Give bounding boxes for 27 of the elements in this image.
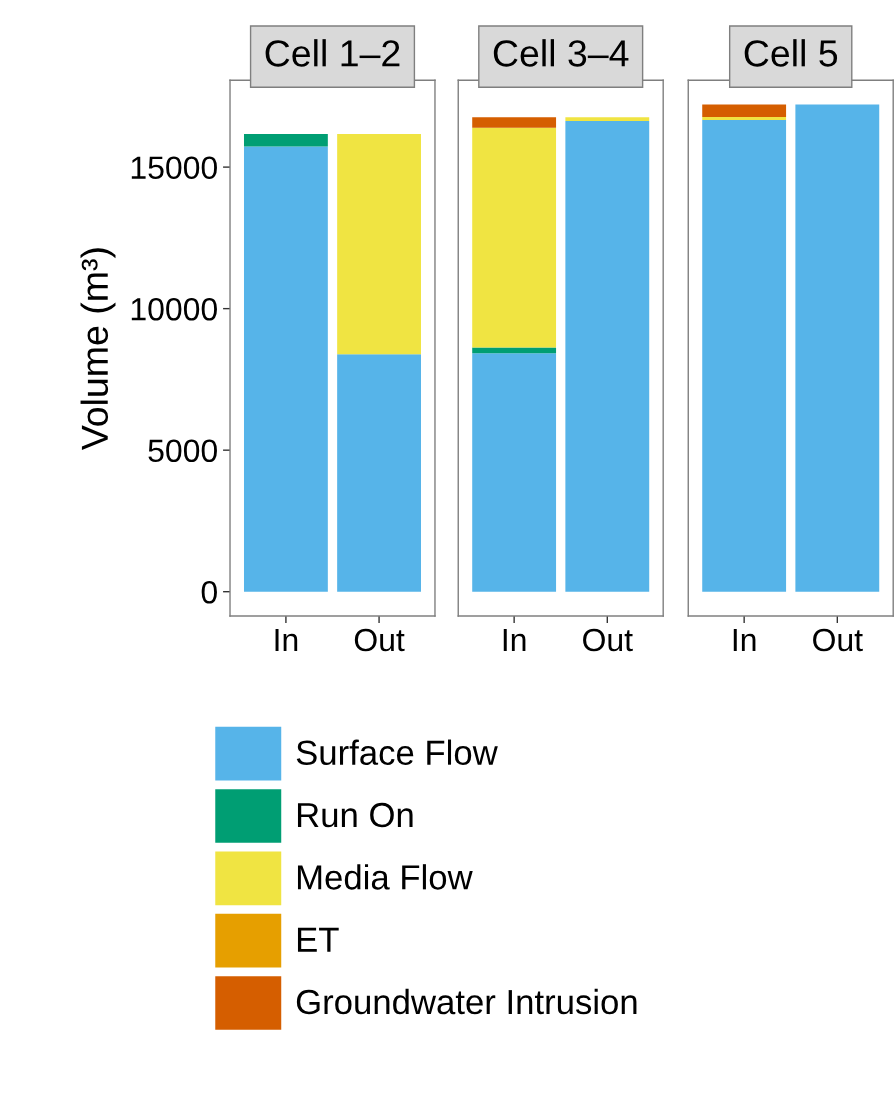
bar <box>337 133 421 355</box>
bar <box>472 117 557 128</box>
y-tick-label: 10000 <box>131 297 217 321</box>
legend-label: ET <box>297 927 339 952</box>
x-tick-label: Out <box>813 628 863 652</box>
x-tick-label: In <box>503 629 526 651</box>
legend-label: Groundwater Intrusion <box>296 988 637 1015</box>
x-tick-label: In <box>733 629 756 651</box>
bar <box>243 133 328 147</box>
legend-label: Run On <box>297 802 413 828</box>
y-axis-title: Volume (m³) <box>80 248 116 451</box>
bar <box>565 117 650 121</box>
bar <box>337 354 421 592</box>
bar <box>472 353 557 592</box>
x-tick-label: In <box>275 629 298 651</box>
bar <box>472 347 557 354</box>
bar <box>472 127 557 348</box>
chart-title: Cell 5 <box>744 39 838 67</box>
y-tick-label: 15000 <box>131 156 217 179</box>
chart-title: Cell 1–2 <box>265 39 400 67</box>
x-tick-label: Out <box>354 628 405 652</box>
chart-title: Cell 3–4 <box>493 39 629 67</box>
y-tick-label: 5000 <box>148 439 217 463</box>
x-tick-label: Out <box>583 628 633 652</box>
y-tick-label: 0 <box>201 580 217 604</box>
legend-label: Media Flow <box>297 864 473 890</box>
legend-label: Surface Flow <box>296 739 498 766</box>
